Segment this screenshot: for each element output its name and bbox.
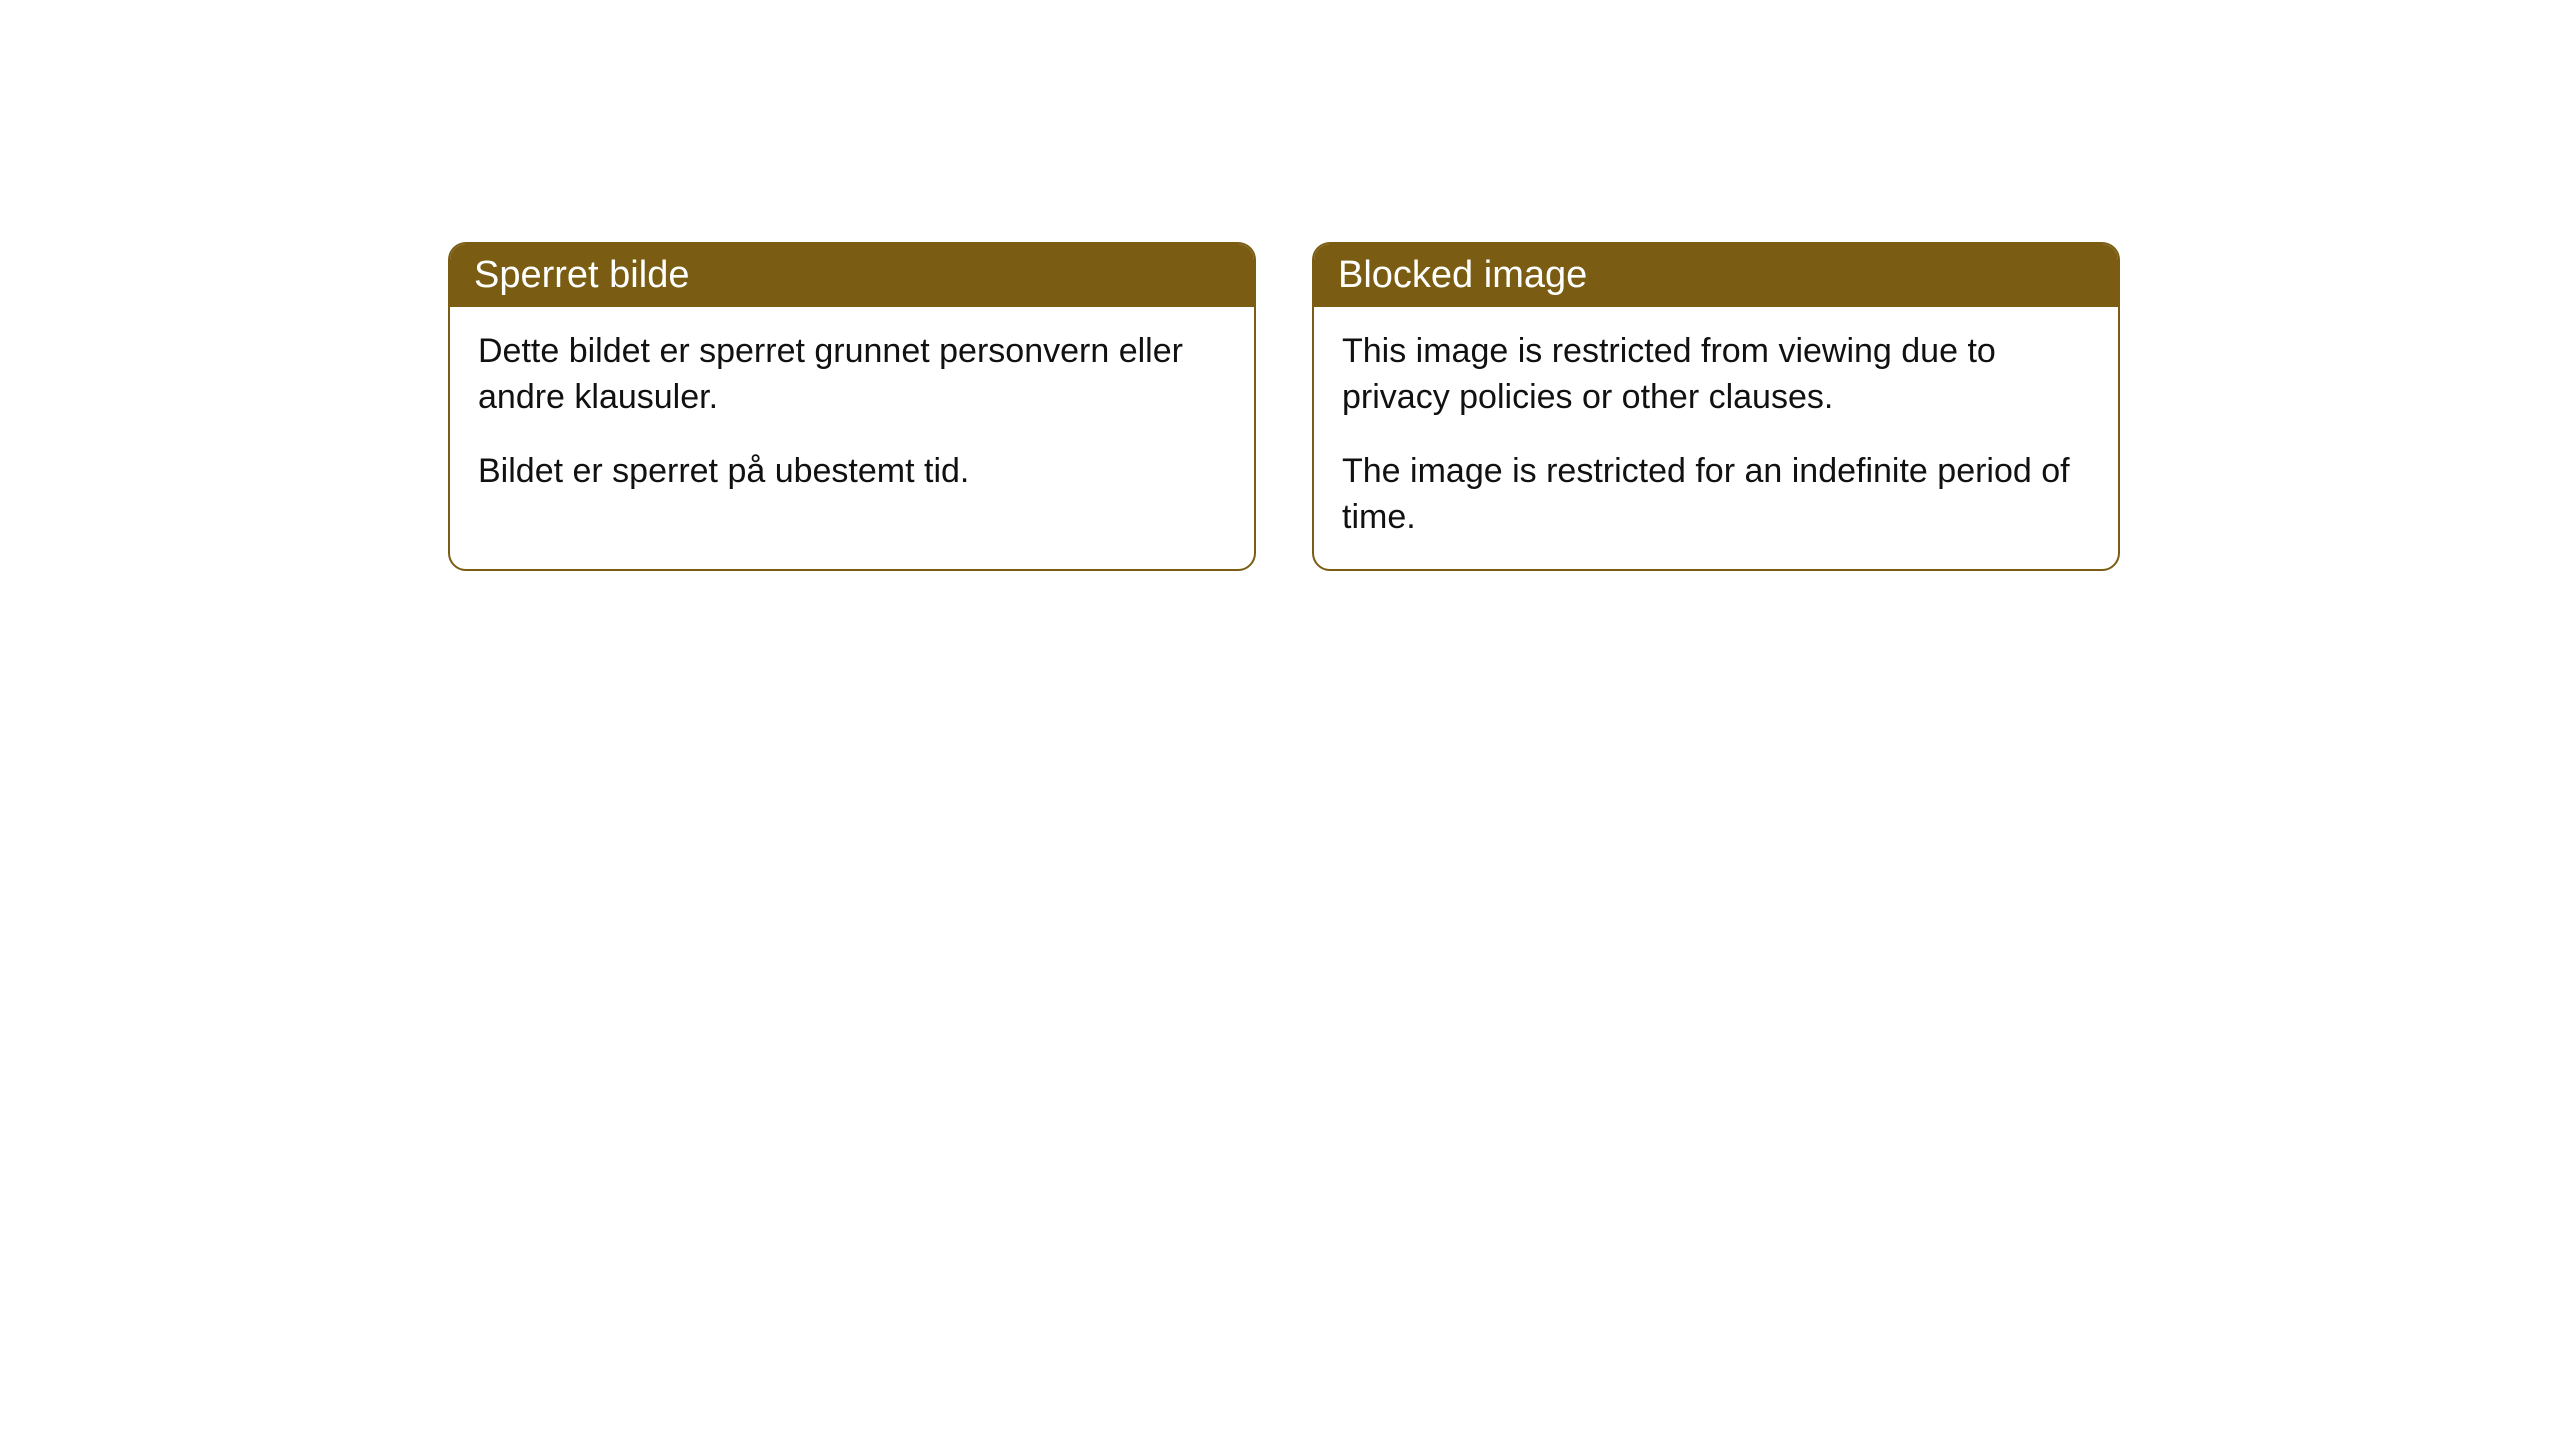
- card-paragraph: The image is restricted for an indefinit…: [1342, 449, 2090, 541]
- card-header: Blocked image: [1314, 244, 2118, 307]
- card-paragraph: Dette bildet er sperret grunnet personve…: [478, 329, 1226, 421]
- card-title: Blocked image: [1338, 254, 1587, 296]
- blocked-image-card-norwegian: Sperret bilde Dette bildet er sperret gr…: [448, 242, 1256, 571]
- card-title: Sperret bilde: [474, 254, 689, 296]
- blocked-image-card-english: Blocked image This image is restricted f…: [1312, 242, 2120, 571]
- cards-container: Sperret bilde Dette bildet er sperret gr…: [448, 242, 2120, 571]
- card-body: Dette bildet er sperret grunnet personve…: [450, 307, 1254, 523]
- card-paragraph: This image is restricted from viewing du…: [1342, 329, 2090, 421]
- card-body: This image is restricted from viewing du…: [1314, 307, 2118, 569]
- card-header: Sperret bilde: [450, 244, 1254, 307]
- card-paragraph: Bildet er sperret på ubestemt tid.: [478, 449, 1226, 495]
